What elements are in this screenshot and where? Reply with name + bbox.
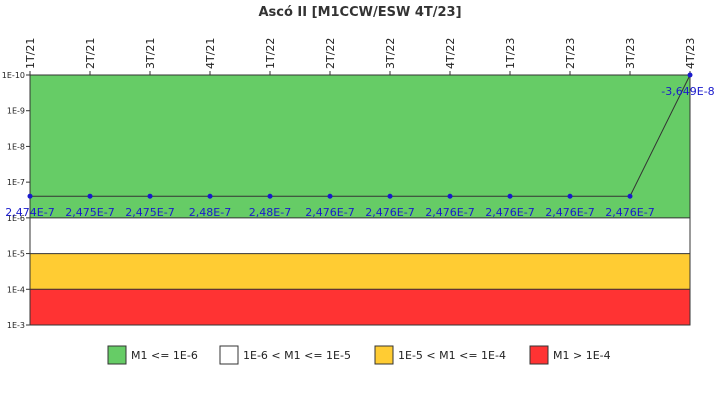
y-tick-label: 1E-7	[7, 178, 25, 187]
data-point	[267, 193, 273, 199]
y-tick-label: 1E-8	[7, 142, 25, 151]
x-tick-label: 4T/22	[444, 38, 457, 69]
data-point	[87, 193, 93, 199]
legend-label: 1E-6 < M1 <= 1E-5	[243, 349, 351, 362]
legend-swatch	[107, 345, 127, 365]
y-tick-label: 1E-9	[7, 107, 25, 116]
data-point	[447, 193, 453, 199]
x-tick-label: 2T/23	[564, 38, 577, 69]
y-axis: 1E-10 1E-9 1E-8 1E-7 1E-6 1E-5 1E-4 1E-3	[2, 71, 30, 330]
legend-label: 1E-5 < M1 <= 1E-4	[398, 349, 506, 362]
data-point	[507, 193, 513, 199]
y-tick-label: 1E-4	[7, 285, 25, 294]
series-line: 2,474E-7 2,475E-7 2,475E-7 2,48E-7 2,48E-7 2,…	[5, 72, 715, 219]
data-label: 2,476E-7	[365, 206, 414, 219]
series-path	[29, 74, 691, 197]
legend-swatch	[219, 345, 239, 365]
x-axis: 1T/21 2T/21 3T/21 4T/21 1T/22 2T/22 3T/22 4T/22…	[24, 38, 697, 75]
legend-item: 1E-6 < M1 <= 1E-5	[219, 345, 351, 365]
data-point	[327, 193, 333, 199]
y-tick-label: 1E-6	[7, 214, 25, 223]
data-label: 2,476E-7	[545, 206, 594, 219]
data-label: 2,476E-7	[305, 206, 354, 219]
x-tick-label: 3T/22	[384, 38, 397, 69]
data-point	[147, 193, 153, 199]
legend: M1 <= 1E-6 1E-6 < M1 <= 1E-5 1E-5 < M1 <= …	[107, 345, 611, 365]
band-4	[30, 289, 690, 325]
y-tick-label: 1E-5	[7, 250, 25, 259]
data-point	[567, 193, 573, 199]
x-tick-label: 1T/22	[264, 38, 277, 69]
legend-swatch	[529, 345, 549, 365]
x-tick-label: 1T/23	[504, 38, 517, 69]
data-label: 2,476E-7	[605, 206, 654, 219]
legend-item: M1 <= 1E-6	[107, 345, 198, 365]
data-label: 2,476E-7	[485, 206, 534, 219]
band-3	[30, 253, 690, 290]
data-label: 2,475E-7	[65, 206, 114, 219]
band-2	[30, 217, 690, 254]
data-point	[387, 193, 393, 199]
legend-item: M1 > 1E-4	[529, 345, 611, 365]
data-point	[27, 193, 33, 199]
data-point	[687, 72, 693, 78]
x-tick-label: 3T/23	[624, 38, 637, 69]
legend-item: 1E-5 < M1 <= 1E-4	[374, 345, 506, 365]
chart-title: Ascó II [M1CCW/ESW 4T/23]	[258, 5, 461, 20]
legend-swatch	[374, 345, 394, 365]
y-tick-label: 1E-3	[7, 321, 25, 330]
band-1	[30, 75, 690, 218]
data-label: 2,475E-7	[125, 206, 174, 219]
data-point	[627, 193, 633, 199]
risk-bands	[30, 75, 690, 325]
x-tick-label: 2T/21	[84, 38, 97, 69]
data-label: -3,649E-8	[661, 85, 714, 98]
x-tick-label: 4T/21	[204, 38, 217, 69]
x-tick-label: 2T/22	[324, 38, 337, 69]
legend-label: M1 <= 1E-6	[131, 349, 198, 362]
data-label: 2,48E-7	[249, 206, 291, 219]
data-point	[207, 193, 213, 199]
x-tick-label: 3T/21	[144, 38, 157, 69]
plot-frame	[29, 74, 691, 326]
x-tick-label: 4T/23	[684, 38, 697, 69]
data-label: 2,474E-7	[5, 206, 54, 219]
data-label: 2,48E-7	[189, 206, 231, 219]
legend-label: M1 > 1E-4	[553, 349, 611, 362]
x-tick-label: 1T/21	[24, 38, 37, 69]
data-label: 2,476E-7	[425, 206, 474, 219]
y-tick-label: 1E-10	[2, 71, 25, 80]
